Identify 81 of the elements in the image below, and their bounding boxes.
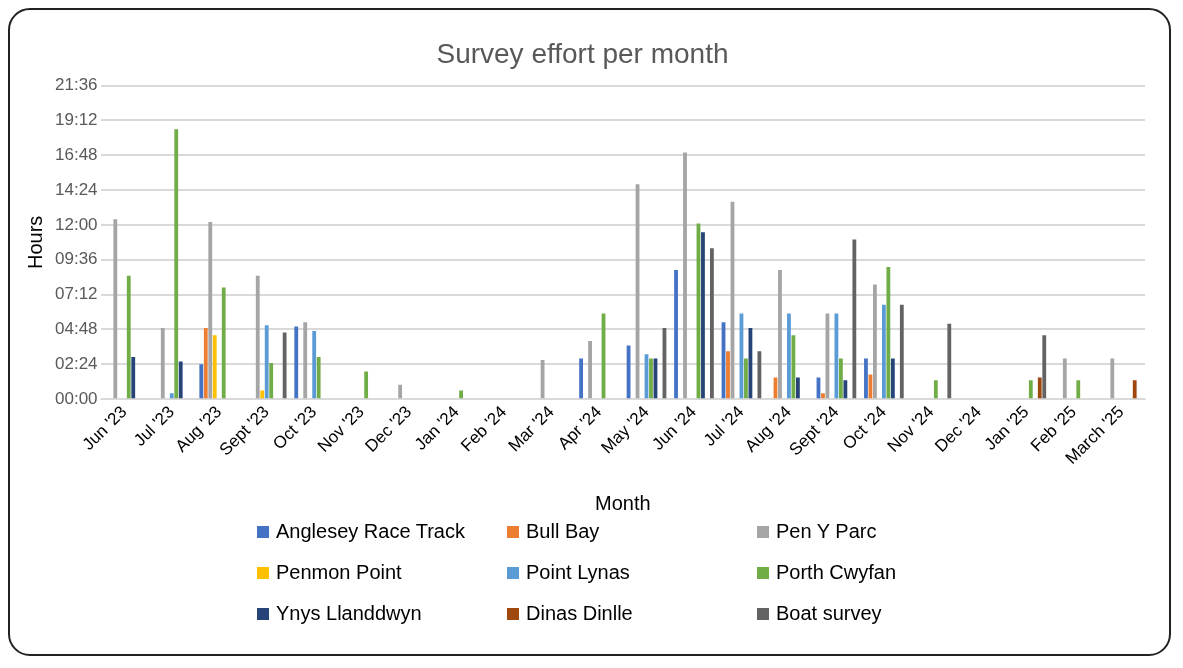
x-tick-label: Jul '24 (699, 402, 748, 450)
bar (1028, 380, 1033, 399)
bar (264, 325, 269, 399)
bar (398, 384, 403, 399)
bar (178, 361, 183, 399)
bar (726, 351, 730, 399)
bar (316, 357, 321, 399)
y-tick-label: 12:00 (54, 214, 98, 234)
y-tick-label: 02:24 (54, 354, 98, 374)
legend-label: Ynys Llanddwyn (276, 602, 422, 625)
legend-label: Boat survey (776, 602, 882, 625)
bar (947, 323, 952, 399)
y-tick-label: 21:36 (54, 75, 98, 95)
bar (787, 313, 791, 399)
bar (757, 351, 762, 399)
bar (683, 152, 687, 399)
bar (174, 129, 179, 399)
y-tick-label: 14:24 (54, 179, 98, 199)
legend-label: Point Lynas (526, 561, 630, 584)
y-axis-title: Hours (23, 215, 46, 270)
bar (160, 328, 165, 399)
bar (890, 358, 895, 399)
bar (208, 222, 213, 399)
bar (1110, 358, 1115, 399)
bar (364, 371, 369, 399)
bar (1062, 358, 1067, 399)
bar (203, 328, 208, 399)
y-tick-label: 04:48 (54, 319, 98, 339)
y-tick-label: 00:00 (54, 388, 98, 408)
bar (933, 380, 938, 399)
bar (169, 393, 174, 399)
bar (282, 332, 287, 399)
bar (852, 239, 857, 399)
bar (221, 287, 226, 399)
bar (1037, 377, 1042, 399)
bar (843, 380, 848, 399)
bar (212, 335, 217, 399)
bar (778, 269, 782, 399)
y-tick-label: 09:36 (54, 249, 98, 269)
bar (294, 326, 299, 399)
bar (1042, 335, 1047, 399)
bar (864, 358, 868, 399)
chart-title: Survey effort per month (436, 37, 729, 69)
bar (886, 267, 891, 399)
bar (838, 358, 843, 399)
x-axis-title: Month (594, 491, 651, 514)
legend-label: Bull Bay (526, 520, 600, 543)
bar (303, 322, 308, 399)
bar (710, 248, 714, 399)
bar (796, 377, 800, 399)
legend-label: Penmon Point (276, 561, 402, 584)
bar (873, 284, 877, 399)
bar (579, 358, 583, 399)
bar (312, 330, 317, 399)
y-tick-label: 19:12 (54, 110, 98, 130)
bar (131, 357, 136, 399)
x-tick-label: Jun '24 (648, 402, 701, 454)
bar (899, 304, 904, 399)
bar (199, 364, 204, 399)
bar (126, 275, 131, 399)
bar (588, 341, 592, 399)
bar (674, 269, 678, 399)
bar (701, 232, 705, 399)
bar (744, 358, 748, 399)
y-tick-label: 07:12 (54, 284, 98, 304)
legend-label: Porth Cwyfan (776, 561, 897, 584)
x-tick-label: Jul '23 (130, 402, 178, 450)
bar (1132, 380, 1137, 399)
bar (255, 275, 260, 399)
y-tick-label: 16:48 (54, 144, 98, 164)
bar (649, 358, 653, 399)
legend-label: Anglesey Race Track (276, 520, 465, 543)
bar (821, 393, 825, 399)
bar (1076, 380, 1081, 399)
legend-label: Dinas Dinlle (526, 602, 633, 625)
bar (459, 390, 463, 399)
legend-label: Pen Y Parc (776, 520, 877, 543)
bar (113, 219, 118, 399)
bar (260, 390, 265, 399)
bar (881, 304, 886, 399)
bar (269, 362, 274, 399)
